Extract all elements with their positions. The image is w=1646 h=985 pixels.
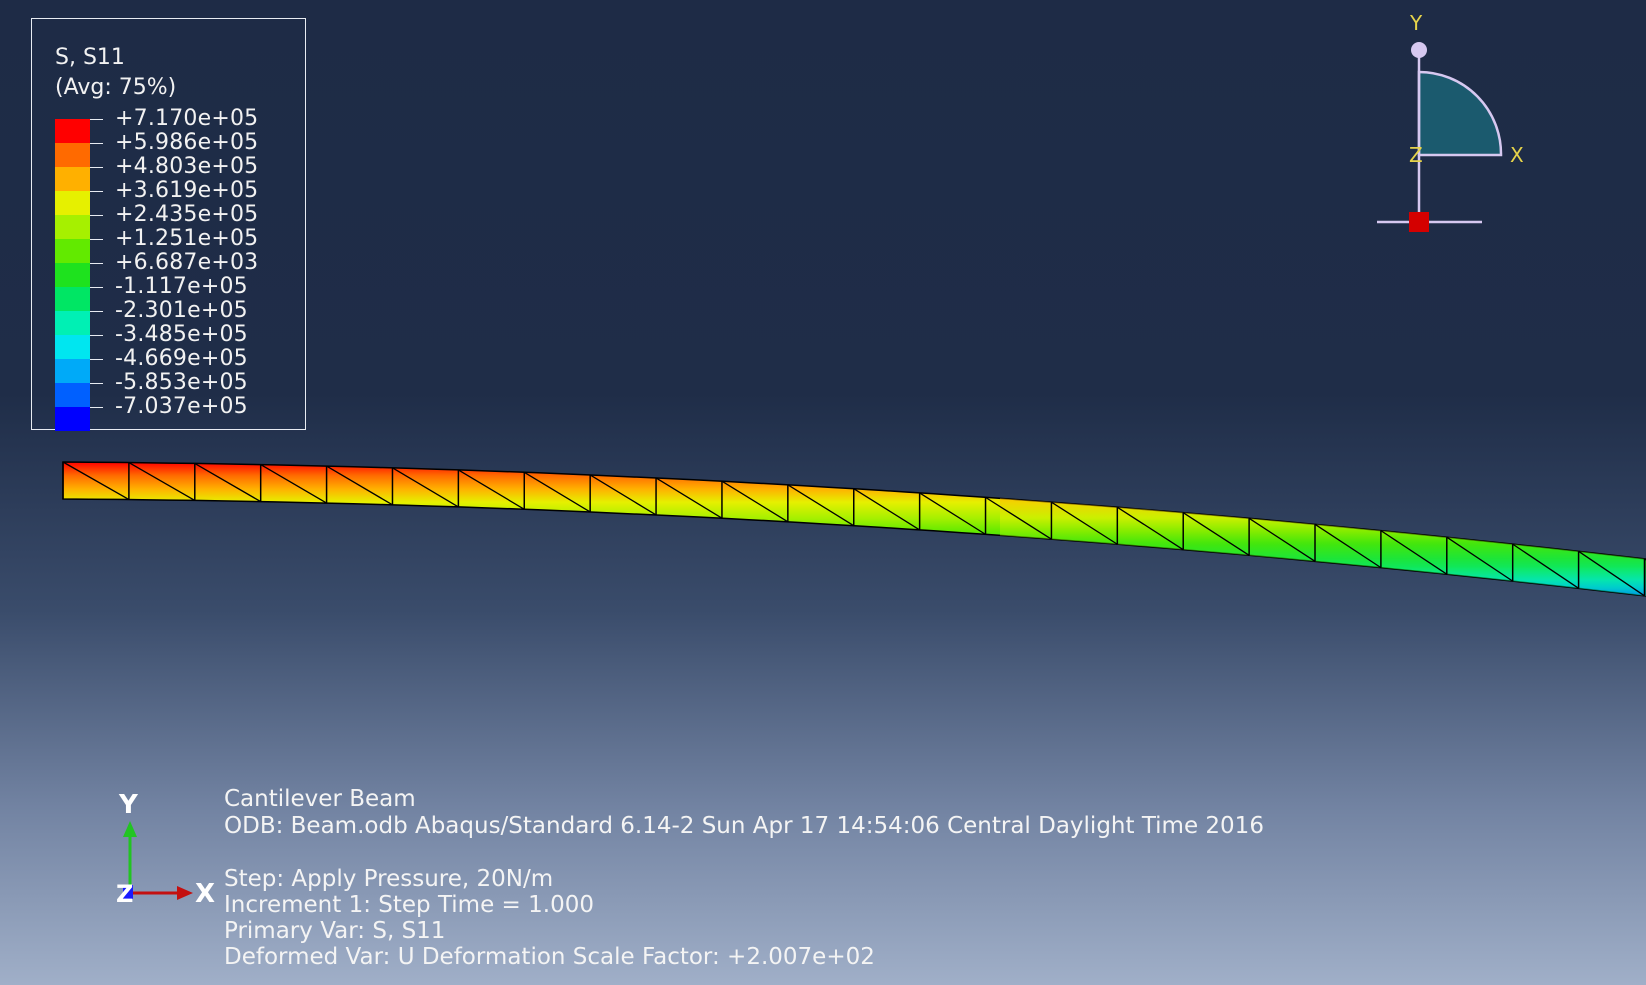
axis-x-arrow — [177, 886, 193, 900]
triad-z-label: Z — [1409, 143, 1423, 167]
legend-tick — [90, 311, 103, 312]
mesh-element-diagonal — [1182, 512, 1250, 556]
legend-tick — [90, 383, 103, 384]
global-coordinate-axes: Y X Z — [116, 790, 215, 905]
mesh-element-diagonal — [1116, 506, 1184, 551]
axis-x-label: X — [195, 879, 215, 905]
beam-tip-shading — [1000, 498, 1646, 596]
legend-tick — [90, 167, 103, 168]
mesh-element-diagonal — [919, 492, 986, 535]
odb-info: ODB: Beam.odb Abaqus/Standard 6.14-2 Sun… — [224, 813, 1264, 839]
mesh-element-diagonal — [1380, 530, 1448, 575]
legend-value-label: -2.301e+05 — [115, 298, 248, 323]
legend-tick — [90, 215, 103, 216]
legend-tick — [90, 239, 103, 240]
triad-x-label: X — [1510, 143, 1524, 167]
axis-y-arrow — [123, 821, 137, 837]
legend-value-label: +7.170e+05 — [115, 106, 259, 131]
mesh-element-diagonal — [260, 464, 327, 504]
legend-swatch — [55, 335, 90, 359]
legend-averaging: (Avg: 75%) — [55, 75, 177, 100]
mesh-element-diagonal — [1578, 550, 1645, 597]
mesh-element-diagonal — [194, 462, 262, 503]
legend-swatch — [55, 311, 90, 335]
legend-tick — [90, 359, 103, 360]
mesh-element-diagonal — [1446, 536, 1514, 582]
mesh-element-diagonal — [523, 471, 591, 513]
view-triad: Y X Z — [1377, 11, 1524, 232]
beam-body — [62, 461, 1646, 597]
mesh-element-diagonal — [62, 461, 130, 501]
legend-tick — [90, 143, 103, 144]
legend-swatch — [55, 143, 90, 167]
triad-quadrant — [1417, 70, 1503, 157]
legend-tick — [90, 287, 103, 288]
legend-swatch — [55, 191, 90, 215]
mesh-element-diagonal — [655, 477, 723, 519]
legend-swatch — [55, 407, 90, 431]
mesh-element-diagonal — [985, 496, 1052, 540]
axis-y-label: Y — [118, 790, 139, 820]
mesh-element-diagonal — [392, 467, 459, 508]
legend-title: S, S11 — [55, 45, 125, 70]
mesh-element-diagonal — [853, 488, 920, 531]
legend-value-label: +5.986e+05 — [115, 130, 259, 155]
triad-top-handle — [1411, 42, 1427, 58]
legend-value-label: +2.435e+05 — [115, 202, 259, 227]
legend-swatch — [55, 287, 90, 311]
contour-legend: S, S11 (Avg: 75%) +7.170e+05 +5.986e+05 +4… — [31, 18, 306, 431]
legend-value-label: -7.037e+05 — [115, 394, 248, 419]
legend-tick — [90, 191, 103, 192]
increment-info: Increment 1: Step Time = 1.000 — [224, 892, 594, 918]
mesh-element-diagonal — [326, 465, 393, 506]
mesh-element-diagonal — [128, 462, 196, 501]
legend-tick — [90, 335, 103, 336]
legend-swatch — [55, 239, 90, 263]
triad-origin-marker — [1409, 212, 1429, 232]
legend-value-label: -3.485e+05 — [115, 322, 248, 347]
legend-tick — [90, 263, 103, 264]
legend-swatch — [55, 263, 90, 287]
deformed-var-info: Deformed Var: U Deformation Scale Factor… — [224, 944, 875, 970]
legend-value-label: -5.853e+05 — [115, 370, 248, 395]
legend-value-label: +1.251e+05 — [115, 226, 259, 251]
model-title: Cantilever Beam — [224, 786, 416, 812]
legend-swatch — [55, 383, 90, 407]
legend-value-label: +3.619e+05 — [115, 178, 259, 203]
primary-var-info: Primary Var: S, S11 — [224, 918, 446, 944]
mesh-element-diagonal — [458, 469, 525, 510]
axis-z-label: Z — [116, 880, 133, 905]
legend-value-label: +6.687e+03 — [115, 250, 259, 275]
legend-swatch — [55, 359, 90, 383]
legend-swatch — [55, 167, 90, 191]
mesh-element-diagonal — [1314, 523, 1382, 569]
step-info: Step: Apply Pressure, 20N/m — [224, 866, 554, 892]
legend-tick — [90, 407, 103, 408]
mesh-element-diagonal — [787, 484, 855, 527]
triad-y-label: Y — [1409, 11, 1423, 35]
legend-colorbar — [55, 119, 90, 431]
mesh-element-diagonal — [1051, 501, 1118, 545]
beam-mesh[interactable] — [62, 461, 1646, 604]
axis-z-marker — [123, 885, 133, 899]
legend-tick — [90, 119, 103, 120]
legend-value-label: -1.117e+05 — [115, 274, 248, 299]
legend-swatch — [55, 215, 90, 239]
legend-swatch — [55, 119, 90, 143]
legend-value-label: -4.669e+05 — [115, 346, 248, 371]
mesh-element-diagonal — [1512, 543, 1579, 589]
mesh-element-diagonal — [1248, 517, 1316, 562]
mesh-element-diagonal — [721, 480, 789, 523]
mesh-element-diagonal — [589, 474, 657, 516]
legend-value-label: +4.803e+05 — [115, 154, 259, 179]
